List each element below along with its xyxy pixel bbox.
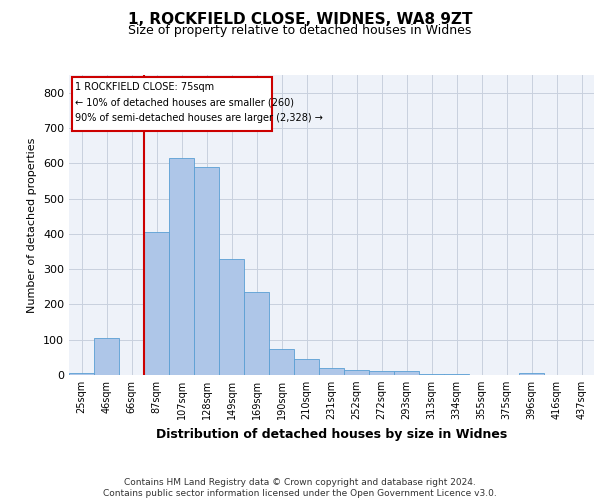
Bar — [319, 368, 344, 375]
Bar — [194, 167, 219, 375]
Text: 1 ROCKFIELD CLOSE: 75sqm
← 10% of detached houses are smaller (260)
90% of semi-: 1 ROCKFIELD CLOSE: 75sqm ← 10% of detach… — [75, 82, 323, 123]
X-axis label: Distribution of detached houses by size in Widnes: Distribution of detached houses by size … — [156, 428, 507, 440]
Bar — [94, 338, 119, 375]
Bar — [444, 374, 469, 375]
Bar — [294, 359, 319, 375]
Bar — [419, 374, 444, 375]
Y-axis label: Number of detached properties: Number of detached properties — [28, 138, 37, 312]
Bar — [144, 232, 169, 375]
FancyBboxPatch shape — [71, 77, 271, 132]
Bar — [219, 258, 244, 375]
Bar — [344, 370, 369, 375]
Bar — [269, 348, 294, 375]
Bar — [394, 371, 419, 375]
Text: Contains HM Land Registry data © Crown copyright and database right 2024.
Contai: Contains HM Land Registry data © Crown c… — [103, 478, 497, 498]
Bar — [169, 158, 194, 375]
Text: Size of property relative to detached houses in Widnes: Size of property relative to detached ho… — [128, 24, 472, 37]
Bar — [369, 371, 394, 375]
Bar — [69, 373, 94, 375]
Bar — [519, 373, 544, 375]
Text: 1, ROCKFIELD CLOSE, WIDNES, WA8 9ZT: 1, ROCKFIELD CLOSE, WIDNES, WA8 9ZT — [128, 12, 472, 28]
Bar — [244, 292, 269, 375]
